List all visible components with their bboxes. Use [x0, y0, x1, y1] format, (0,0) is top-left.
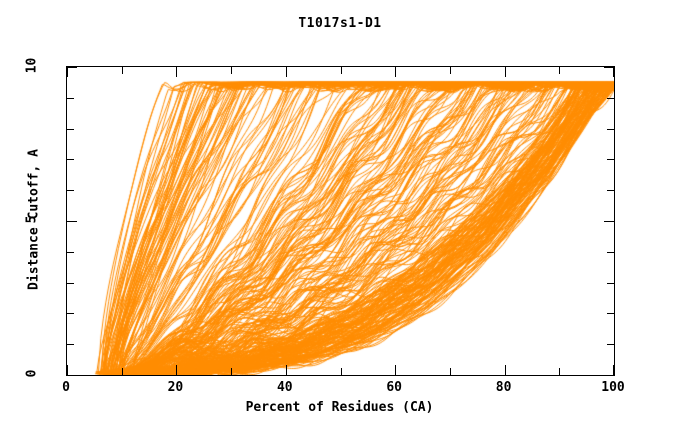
x-tick-major-top	[395, 67, 396, 77]
x-tick-minor	[559, 368, 560, 375]
x-tick-label: 100	[601, 380, 625, 395]
y-tick-label: 0	[24, 369, 40, 378]
y-axis-title: Distance Cutoff, A	[26, 149, 42, 290]
y-tick-minor	[67, 252, 74, 253]
x-tick-major	[395, 365, 396, 375]
x-tick-major-top	[286, 67, 287, 77]
y-tick-label: 10	[24, 57, 40, 74]
x-tick-minor-top	[231, 67, 232, 74]
y-tick-major-right	[604, 67, 614, 68]
x-tick-major	[67, 365, 68, 375]
plot-frame	[66, 66, 615, 376]
y-tick-major	[67, 221, 77, 222]
x-tick-minor	[122, 368, 123, 375]
x-tick-major	[505, 365, 506, 375]
x-tick-minor	[450, 368, 451, 375]
chart-title: T1017s1-D1	[298, 16, 382, 31]
y-tick-minor-right	[607, 98, 614, 99]
y-tick-major-right	[604, 221, 614, 222]
y-tick-minor	[67, 98, 74, 99]
plot-canvas	[67, 67, 614, 375]
y-tick-minor	[67, 344, 74, 345]
x-tick-minor	[231, 368, 232, 375]
y-tick-minor	[67, 313, 74, 314]
y-tick-minor-right	[607, 283, 614, 284]
y-tick-minor	[67, 129, 74, 130]
x-tick-major	[613, 365, 614, 375]
x-tick-minor-top	[122, 67, 123, 74]
x-tick-major-top	[67, 67, 68, 77]
y-tick-major	[67, 375, 77, 376]
y-tick-minor	[67, 159, 74, 160]
y-tick-minor	[67, 283, 74, 284]
x-tick-minor	[341, 368, 342, 375]
x-tick-label: 80	[495, 380, 512, 395]
y-tick-major	[67, 67, 77, 68]
y-tick-minor-right	[607, 252, 614, 253]
x-tick-major	[176, 365, 177, 375]
x-tick-minor-top	[559, 67, 560, 74]
y-tick-minor-right	[607, 313, 614, 314]
y-tick-minor-right	[607, 129, 614, 130]
x-tick-label: 40	[276, 380, 293, 395]
x-tick-major-top	[505, 67, 506, 77]
x-tick-major	[286, 365, 287, 375]
x-tick-label: 20	[167, 380, 184, 395]
x-tick-major-top	[176, 67, 177, 77]
x-tick-major-top	[613, 67, 614, 77]
x-tick-label: 60	[386, 380, 403, 395]
y-tick-major-right	[604, 375, 614, 376]
y-tick-minor-right	[607, 344, 614, 345]
x-tick-minor-top	[450, 67, 451, 74]
x-tick-minor-top	[341, 67, 342, 74]
x-axis-title: Percent of Residues (CA)	[245, 400, 434, 415]
y-tick-minor-right	[607, 190, 614, 191]
x-tick-label: 0	[62, 380, 70, 395]
y-tick-minor	[67, 190, 74, 191]
y-tick-minor-right	[607, 159, 614, 160]
